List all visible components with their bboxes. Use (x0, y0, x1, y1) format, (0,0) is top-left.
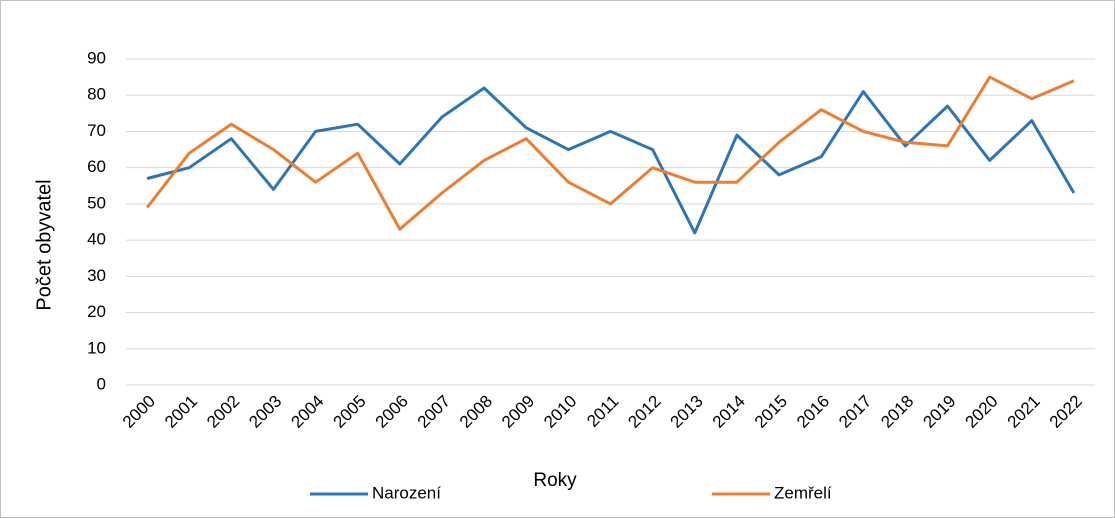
y-tick-label: 10 (87, 338, 106, 357)
y-tick-label: 60 (87, 157, 106, 176)
x-axis-title: Roky (533, 470, 577, 491)
legend-label: Zemřelí (774, 483, 832, 502)
y-tick-label: 90 (87, 48, 106, 67)
data-line (146, 86, 1076, 235)
y-tick-label: 70 (87, 121, 106, 140)
legend-label: Narození (372, 483, 441, 502)
y-tick-label: 20 (87, 302, 106, 321)
y-tick-label: 40 (87, 230, 106, 249)
y-tick-label: 50 (87, 193, 106, 212)
y-axis-title: Počet obyvatel (33, 179, 55, 310)
y-tick-label: 30 (87, 266, 106, 285)
y-tick-label: 0 (97, 374, 106, 393)
y-tick-label: 80 (87, 85, 106, 104)
data-line (145, 75, 1075, 231)
